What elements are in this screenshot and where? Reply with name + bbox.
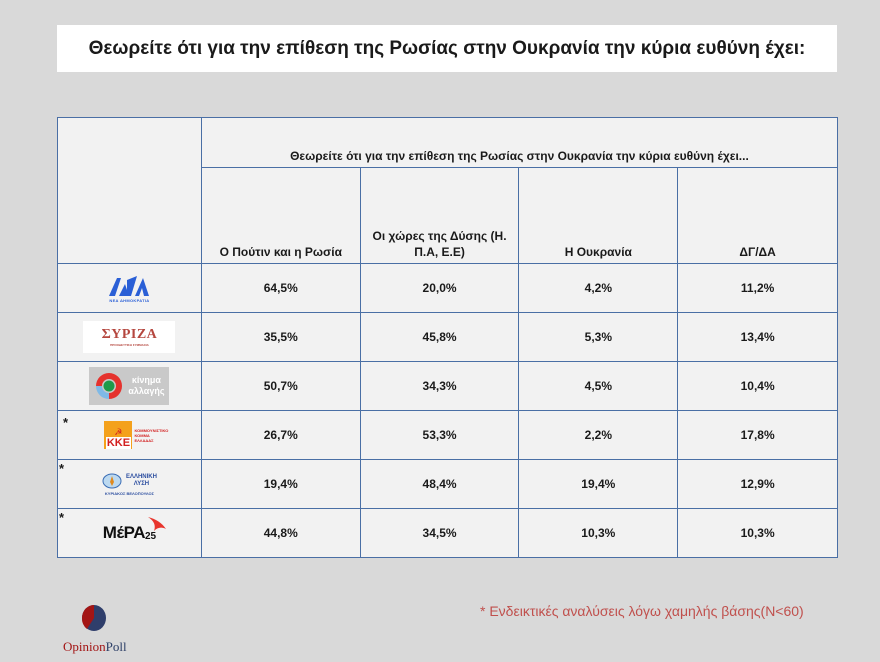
brand-name-part1: Opinion	[63, 639, 106, 654]
column-header-ukraine: Η Ουκρανία	[518, 167, 679, 264]
cell-value: 53,3%	[359, 410, 520, 460]
syriza-logo: ΣΥΡΙΖΑ ΠΡΟΟΔΕΥΤΙΚΗ ΣΥΜΜΑΧΙΑ	[83, 321, 176, 353]
elliniki-lysi-logo: ΕΛΛΗΝΙΚΗ ΛΥΣΗ ΚΥΡΙΑΚΟΣ ΒΕΛΟΠΟΥΛΟΣ	[102, 473, 157, 496]
elliniki-lysi-text-line1: ΕΛΛΗΝΙΚΗ	[125, 473, 157, 480]
low-base-asterisk: *	[63, 415, 69, 430]
cell-value: 35,5%	[200, 312, 361, 362]
cell-value: 17,8%	[677, 410, 838, 460]
syriza-subtitle: ΠΡΟΟΔΕΥΤΙΚΗ ΣΥΜΜΑΧΙΑ	[110, 343, 149, 347]
cell-value: 34,3%	[359, 361, 520, 411]
cell-value: 10,4%	[677, 361, 838, 411]
table-row: * ΜέΡΑ 25 44,8% 34,5% 10,3% 10,3%	[57, 508, 838, 558]
kke-logo: ☭ KKE ΚΟΜΜΟΥΝΙΣΤΙΚΟ ΚΟΜΜΑ ΕΛΛΑΔΑΣ	[104, 421, 169, 449]
party-cell-nd: ΝΕΑ ΔΗΜΟΚΡΑΤΙΑ	[57, 263, 202, 313]
mera25-wordmark: ΜέΡΑ	[102, 523, 146, 542]
brand-name-part2: Poll	[105, 639, 127, 654]
cell-value: 44,8%	[200, 508, 361, 558]
kinal-text-line1: κίνημα	[131, 375, 161, 385]
column-header-putin-russia: Ο Πούτιν και η Ρωσία	[200, 167, 361, 264]
cell-value: 50,7%	[200, 361, 361, 411]
table-row: * ΕΛΛΗΝΙΚΗ ΛΥΣΗ ΚΥΡΙΑΚΟΣ ΒΕΛΟΠΟΥΛΟΣ 19,4…	[57, 459, 838, 509]
cell-value: 19,4%	[518, 459, 679, 509]
cell-value: 10,3%	[677, 508, 838, 558]
cell-value: 5,3%	[518, 312, 679, 362]
title-banner: Θεωρείτε ότι για την επίθεση της Ρωσίας …	[57, 25, 837, 72]
elliniki-lysi-subtitle: ΚΥΡΙΑΚΟΣ ΒΕΛΟΠΟΥΛΟΣ	[104, 490, 154, 496]
cell-value: 12,9%	[677, 459, 838, 509]
elliniki-lysi-emblem-icon	[102, 473, 122, 488]
kinal-text-line2: αλλαγής	[128, 386, 165, 396]
cell-value: 19,4%	[200, 459, 361, 509]
mera25-number: 25	[144, 530, 157, 542]
cell-value: 11,2%	[677, 263, 838, 313]
kke-subtitle: ΚΟΜΜΟΥΝΙΣΤΙΚΟ ΚΟΜΜΑ ΕΛΛΑΔΑΣ	[134, 427, 169, 443]
results-table: Θεωρείτε ότι για την επίθεση της Ρωσίας …	[57, 117, 839, 558]
elliniki-lysi-text-line2: ΛΥΣΗ	[133, 480, 150, 487]
table-row: * ☭ KKE ΚΟΜΜΟΥΝΙΣΤΙΚΟ ΚΟΜΜΑ ΕΛΛΑΔΑΣ 26,7…	[57, 410, 838, 460]
cell-value: 20,0%	[359, 263, 520, 313]
cell-value: 10,3%	[518, 508, 679, 558]
mera25-bird-icon	[148, 517, 167, 531]
cell-value: 64,5%	[200, 263, 361, 313]
low-base-asterisk: *	[59, 461, 65, 476]
nd-mark-icon	[109, 275, 150, 296]
opinionpoll-logo: OpinionPoll	[63, 604, 127, 655]
footnote: * Ενδεικτικές αναλύσεις λόγω χαμηλής βάσ…	[480, 603, 804, 619]
table-row: κίνημα αλλαγής 50,7% 34,3% 4,5% 10,4%	[57, 361, 838, 411]
kinal-logo: κίνημα αλλαγής	[89, 367, 170, 405]
party-cell-mera25: * ΜέΡΑ 25	[57, 508, 202, 558]
syriza-wordmark: ΣΥΡΙΖΑ	[101, 327, 158, 342]
low-base-asterisk: *	[59, 510, 65, 525]
question-header: Θεωρείτε ότι για την επίθεση της Ρωσίας …	[200, 117, 839, 168]
opinionpoll-emblem-icon	[81, 605, 106, 631]
cell-value: 13,4%	[677, 312, 838, 362]
cell-value: 2,2%	[518, 410, 679, 460]
party-cell-syriza: ΣΥΡΙΖΑ ΠΡΟΟΔΕΥΤΙΚΗ ΣΥΜΜΑΧΙΑ	[57, 312, 202, 362]
column-header-dk-na: ΔΓ/ΔΑ	[677, 167, 838, 264]
cell-value: 26,7%	[200, 410, 361, 460]
hammer-sickle-icon: ☭	[114, 427, 123, 437]
kinal-emblem-icon	[96, 373, 123, 399]
cell-value: 45,8%	[359, 312, 520, 362]
table-row: ΣΥΡΙΖΑ ΠΡΟΟΔΕΥΤΙΚΗ ΣΥΜΜΑΧΙΑ 35,5% 45,8% …	[57, 312, 838, 362]
party-cell-kinal: κίνημα αλλαγής	[57, 361, 202, 411]
column-header-west: Οι χώρες της Δύσης (Η. Π.Α, Ε.Ε)	[359, 167, 520, 264]
mera25-logo: ΜέΡΑ 25	[102, 517, 167, 543]
cell-value: 4,5%	[518, 361, 679, 411]
table-row: ΝΕΑ ΔΗΜΟΚΡΑΤΙΑ 64,5% 20,0% 4,2% 11,2%	[57, 263, 838, 313]
party-cell-kke: * ☭ KKE ΚΟΜΜΟΥΝΙΣΤΙΚΟ ΚΟΜΜΑ ΕΛΛΑΔΑΣ	[57, 410, 202, 460]
party-cell-elliniki-lysi: * ΕΛΛΗΝΙΚΗ ΛΥΣΗ ΚΥΡΙΑΚΟΣ ΒΕΛΟΠΟΥΛΟΣ	[57, 459, 202, 509]
page-title: Θεωρείτε ότι για την επίθεση της Ρωσίας …	[88, 37, 806, 59]
cell-value: 34,5%	[359, 508, 520, 558]
kke-wordmark: KKE	[105, 437, 132, 449]
cell-value: 48,4%	[359, 459, 520, 509]
nd-subtitle: ΝΕΑ ΔΗΜΟΚΡΑΤΙΑ	[109, 297, 150, 303]
cell-value: 4,2%	[518, 263, 679, 313]
corner-cell	[57, 117, 202, 264]
nd-logo: ΝΕΑ ΔΗΜΟΚΡΑΤΙΑ	[107, 274, 151, 303]
